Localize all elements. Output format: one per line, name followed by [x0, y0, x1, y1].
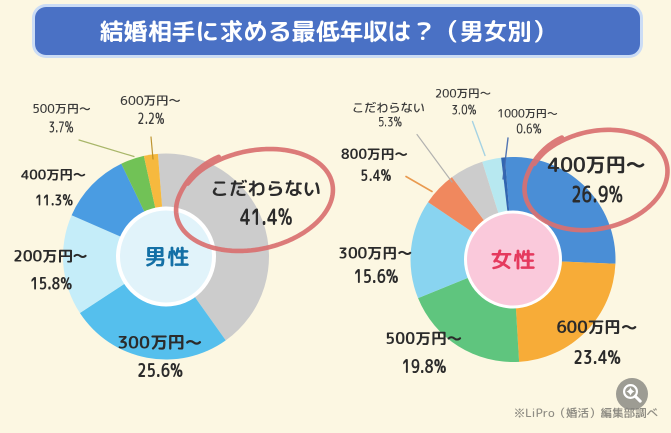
- source-credit: ※LiPro（婚活）編集部調べ: [513, 405, 658, 421]
- slice-value: 3.7%: [48, 116, 74, 138]
- slice-value: 19.8%: [401, 352, 447, 379]
- slice-label: 1000万円〜: [497, 105, 558, 121]
- leader-line: [471, 120, 486, 157]
- slice-value: 5.3%: [378, 113, 402, 131]
- slice-label: 500万円〜: [32, 100, 91, 117]
- highlight-ellipse: [522, 127, 670, 233]
- slice-value: 15.8%: [29, 269, 73, 295]
- slice-label: 800万円〜: [341, 144, 408, 164]
- slice-value: 0.6%: [515, 119, 542, 139]
- donut-center-label: 男性: [144, 241, 191, 272]
- slice-value: 41.4%: [239, 201, 293, 233]
- donut-center-label: 女性: [490, 244, 537, 275]
- donut-female: [410, 157, 616, 363]
- leader-line: [416, 133, 453, 183]
- slice-label: 200万円〜: [434, 85, 492, 102]
- magnifier-plus-icon: [623, 383, 642, 403]
- slice-label: 400万円〜: [547, 151, 646, 180]
- slice-label: 600万円〜: [120, 92, 181, 110]
- slice-value: 11.3%: [34, 189, 73, 211]
- magnifier-handle: [633, 394, 642, 403]
- slice-label: こだわらない: [210, 174, 322, 201]
- slice-value: 3.0%: [451, 101, 476, 120]
- pie-slice: [410, 202, 513, 299]
- slice-value: 2.2%: [137, 107, 165, 129]
- pie-slice: [79, 256, 226, 360]
- slice-label: 300万円〜: [338, 242, 413, 264]
- slice-value: 25.6%: [137, 356, 184, 383]
- slice-label: 300万円〜: [117, 329, 203, 355]
- slice-label: 400万円〜: [20, 165, 87, 184]
- slice-label: 600万円〜: [556, 316, 638, 340]
- leader-line: [78, 139, 135, 158]
- leader-line: [502, 137, 509, 180]
- slice-value: 15.6%: [353, 262, 399, 289]
- slice-value: 26.9%: [571, 179, 624, 211]
- highlight-ellipse: [173, 146, 336, 254]
- magnifier-lens: [623, 383, 639, 400]
- leader-line: [150, 136, 154, 160]
- zoom-button[interactable]: [616, 378, 648, 410]
- pie-slice: [62, 215, 166, 314]
- slice-label: 200万円〜: [13, 245, 88, 267]
- leader-lines: [78, 120, 509, 193]
- page-title: 結婚相手に求める最低年収は？（男女別）: [35, 7, 640, 55]
- chart-title-banner: 結婚相手に求める最低年収は？（男女別）: [32, 4, 643, 58]
- slice-label: 500万円〜: [385, 326, 463, 349]
- slice-label: こだわらない: [351, 98, 426, 116]
- leader-line: [405, 175, 433, 193]
- slice-value: 5.4%: [360, 164, 391, 187]
- sparkle-plus-icon: [626, 387, 635, 396]
- donut-hole: [467, 213, 559, 306]
- slice-value: 23.4%: [573, 343, 621, 370]
- donut-male: [62, 153, 269, 360]
